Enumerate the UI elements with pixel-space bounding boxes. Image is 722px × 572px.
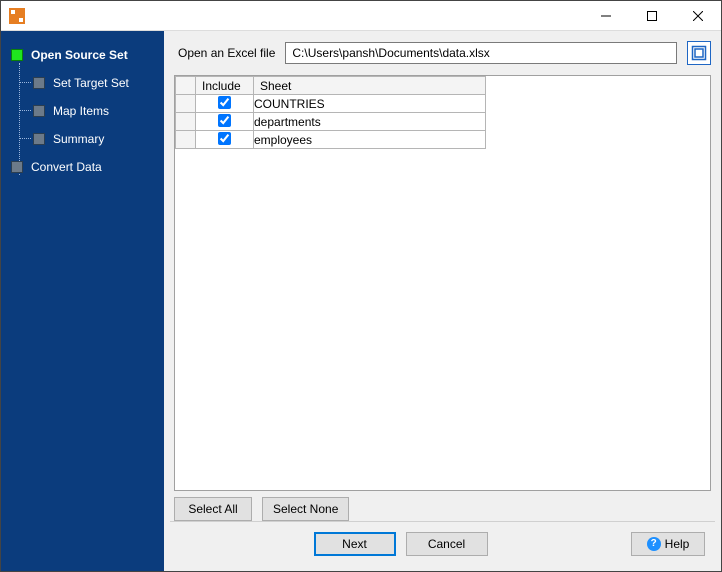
wizard-sidebar: Open Source Set Set Target Set Map Items Su… bbox=[1, 31, 164, 571]
cancel-button[interactable]: Cancel bbox=[406, 532, 488, 556]
app-icon bbox=[9, 8, 25, 24]
maximize-button[interactable] bbox=[629, 1, 675, 31]
browse-icon bbox=[691, 45, 707, 61]
minimize-button[interactable] bbox=[583, 1, 629, 31]
col-header-sheet[interactable]: Sheet bbox=[254, 77, 486, 95]
main-panel: Open an Excel file C:\Users\pansh\Docume… bbox=[164, 31, 721, 571]
wizard-step[interactable]: Set Target Set bbox=[11, 69, 164, 97]
browse-button[interactable] bbox=[687, 41, 711, 65]
file-path-field[interactable]: C:\Users\pansh\Documents\data.xlsx bbox=[285, 42, 677, 64]
include-cell bbox=[196, 95, 254, 113]
row-header[interactable] bbox=[176, 95, 196, 113]
wizard-footer: Next Cancel ? Help bbox=[170, 521, 715, 565]
file-path-text: C:\Users\pansh\Documents\data.xlsx bbox=[292, 46, 489, 60]
help-label: Help bbox=[665, 537, 690, 551]
next-button[interactable]: Next bbox=[314, 532, 396, 556]
step-bullet-icon bbox=[11, 161, 23, 173]
select-all-button[interactable]: Select All bbox=[174, 497, 252, 521]
step-bullet-icon bbox=[33, 133, 45, 145]
app-window: Open Source Set Set Target Set Map Items Su… bbox=[0, 0, 722, 572]
wizard-step[interactable]: Open Source Set bbox=[11, 41, 164, 69]
step-label: Map Items bbox=[53, 104, 109, 118]
titlebar bbox=[1, 1, 721, 31]
minimize-icon bbox=[601, 11, 611, 21]
step-label: Summary bbox=[53, 132, 104, 146]
step-bullet-icon bbox=[33, 77, 45, 89]
select-none-button[interactable]: Select None bbox=[262, 497, 349, 521]
include-cell bbox=[196, 113, 254, 131]
step-bullet-icon bbox=[11, 49, 23, 61]
maximize-icon bbox=[647, 11, 657, 21]
close-icon bbox=[693, 11, 703, 21]
step-label: Open Source Set bbox=[31, 48, 128, 62]
wizard-step[interactable]: Convert Data bbox=[11, 153, 164, 181]
table-row: departments bbox=[176, 113, 486, 131]
open-file-label: Open an Excel file bbox=[178, 46, 275, 60]
sheet-cell[interactable]: employees bbox=[254, 131, 486, 149]
wizard-step[interactable]: Summary bbox=[11, 125, 164, 153]
include-checkbox[interactable] bbox=[218, 132, 231, 145]
table-row: employees bbox=[176, 131, 486, 149]
sheet-cell[interactable]: departments bbox=[254, 113, 486, 131]
help-button[interactable]: ? Help bbox=[631, 532, 705, 556]
step-bullet-icon bbox=[33, 105, 45, 117]
help-icon: ? bbox=[647, 537, 661, 551]
wizard-step[interactable]: Map Items bbox=[11, 97, 164, 125]
step-label: Set Target Set bbox=[53, 76, 129, 90]
close-button[interactable] bbox=[675, 1, 721, 31]
sheet-cell[interactable]: COUNTRIES bbox=[254, 95, 486, 113]
table-row: COUNTRIES bbox=[176, 95, 486, 113]
include-cell bbox=[196, 131, 254, 149]
sheets-grid[interactable]: Include Sheet COUNTRIESdepartmentsemploy… bbox=[174, 75, 711, 491]
row-header[interactable] bbox=[176, 113, 196, 131]
grid-corner bbox=[176, 77, 196, 95]
col-header-include[interactable]: Include bbox=[196, 77, 254, 95]
step-label: Convert Data bbox=[31, 160, 102, 174]
row-header[interactable] bbox=[176, 131, 196, 149]
include-checkbox[interactable] bbox=[218, 96, 231, 109]
include-checkbox[interactable] bbox=[218, 114, 231, 127]
